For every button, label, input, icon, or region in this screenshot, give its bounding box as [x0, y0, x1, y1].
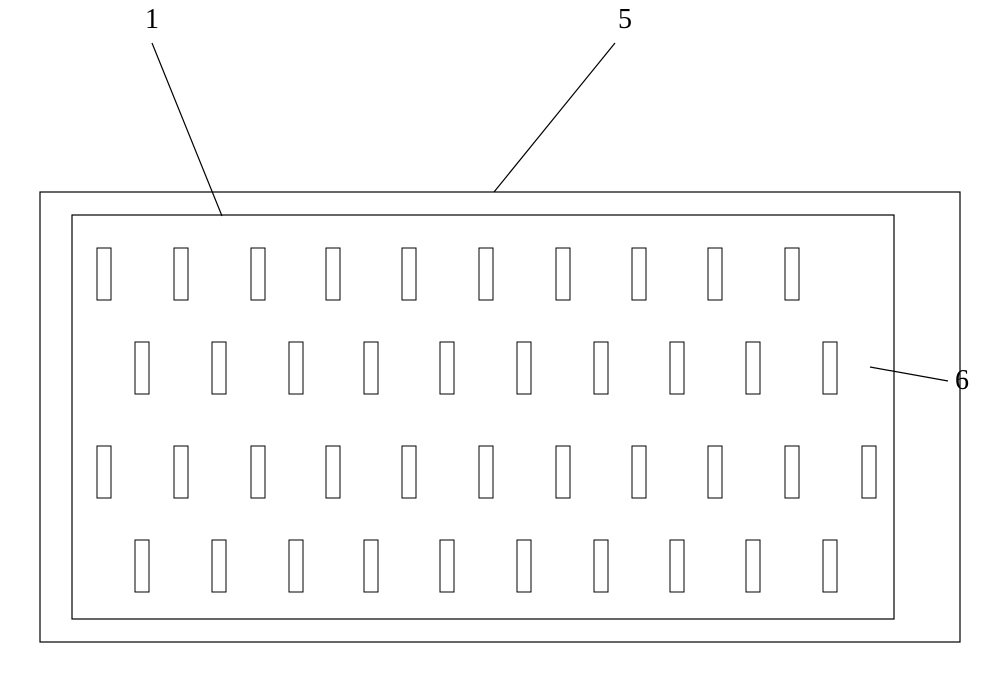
- slot-row3-2: [174, 446, 188, 498]
- label-1: 1: [145, 4, 159, 35]
- slot-row3-10: [785, 446, 799, 498]
- slot-row1-9: [708, 248, 722, 300]
- slot-row2-7: [594, 342, 608, 394]
- slot-row2-8: [670, 342, 684, 394]
- slot-row4-7: [594, 540, 608, 592]
- label-6: 6: [955, 365, 969, 396]
- slot-row4-6: [517, 540, 531, 592]
- slot-row1-4: [326, 248, 340, 300]
- slot-row2-2: [212, 342, 226, 394]
- slot-row2-10: [823, 342, 837, 394]
- slot-row2-3: [289, 342, 303, 394]
- slot-row3-5: [402, 446, 416, 498]
- slot-row4-10: [823, 540, 837, 592]
- slot-row3-11: [862, 446, 876, 498]
- slot-row4-3: [289, 540, 303, 592]
- slot-row4-5: [440, 540, 454, 592]
- slot-row4-8: [670, 540, 684, 592]
- slot-row4-2: [212, 540, 226, 592]
- slot-row1-2: [174, 248, 188, 300]
- slot-row3-8: [632, 446, 646, 498]
- slot-row1-7: [556, 248, 570, 300]
- slot-row1-1: [97, 248, 111, 300]
- slot-row3-4: [326, 446, 340, 498]
- slot-row4-4: [364, 540, 378, 592]
- slot-row4-9: [746, 540, 760, 592]
- slot-row1-6: [479, 248, 493, 300]
- slot-row3-7: [556, 446, 570, 498]
- slot-row3-6: [479, 446, 493, 498]
- slot-row2-1: [135, 342, 149, 394]
- slot-row3-3: [251, 446, 265, 498]
- slot-row2-5: [440, 342, 454, 394]
- slot-row1-10: [785, 248, 799, 300]
- slot-row3-9: [708, 446, 722, 498]
- slot-row2-4: [364, 342, 378, 394]
- slot-row2-9: [746, 342, 760, 394]
- slot-row1-3: [251, 248, 265, 300]
- slot-row1-5: [402, 248, 416, 300]
- label-5: 5: [618, 4, 632, 35]
- slot-row2-6: [517, 342, 531, 394]
- slot-row1-8: [632, 248, 646, 300]
- slot-row3-1: [97, 446, 111, 498]
- slot-row4-1: [135, 540, 149, 592]
